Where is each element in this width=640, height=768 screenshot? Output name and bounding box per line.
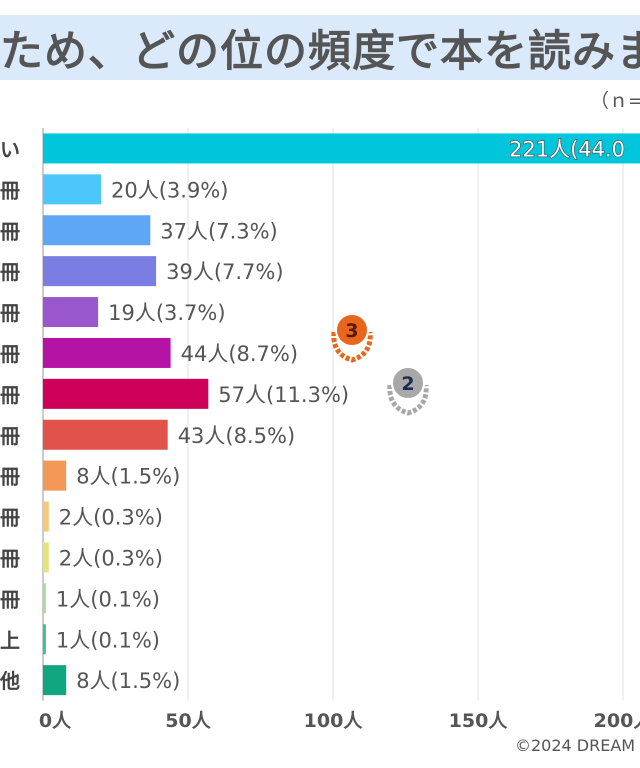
data-label: 8人(1.5%)	[76, 669, 180, 693]
bar	[43, 624, 46, 655]
bar	[43, 215, 151, 246]
data-label: 39人(7.7%)	[166, 260, 283, 284]
category-label: 冊	[0, 219, 20, 243]
data-label: 20人(3.9%)	[111, 178, 228, 202]
bar	[43, 419, 168, 450]
category-label: 冊	[0, 546, 20, 570]
x-tick-label: 50人	[165, 710, 211, 732]
bar	[43, 665, 67, 696]
data-label: 37人(7.3%)	[160, 219, 277, 243]
data-label: 19人(3.7%)	[108, 301, 225, 325]
category-label: 冊	[0, 383, 20, 407]
title-band	[0, 15, 640, 80]
category-label: 冊	[0, 465, 20, 489]
category-label: 冊	[0, 178, 20, 202]
laurel-icon	[387, 384, 429, 416]
bar	[43, 337, 171, 368]
bar	[43, 501, 49, 532]
data-label: 2人(0.3%)	[59, 546, 163, 570]
laurel-icon	[331, 331, 373, 363]
bar	[43, 256, 157, 287]
rank-badge-icon: 2	[387, 366, 429, 416]
bar	[43, 174, 101, 205]
rank-number: 2	[401, 373, 414, 395]
rank-number: 3	[345, 320, 358, 342]
bar	[43, 542, 49, 573]
bar	[43, 460, 67, 491]
data-label: 57人(11.3%)	[218, 383, 349, 407]
rank-badge-icon: 3	[331, 313, 373, 363]
x-tick-label: 200人	[594, 710, 640, 732]
medal-icon	[391, 366, 425, 400]
medal-icon	[335, 313, 369, 347]
x-tick-label: 150人	[449, 710, 509, 732]
bar	[43, 583, 46, 614]
category-label: 冊	[0, 587, 20, 611]
data-label: 43人(8.5%)	[178, 424, 295, 448]
data-label: 1人(0.1%)	[56, 587, 160, 611]
data-label: 2人(0.3%)	[59, 506, 163, 530]
copyright: ©2024 DREAM	[515, 736, 636, 755]
bar	[43, 297, 99, 328]
category-label: 他	[0, 669, 20, 693]
category-label: 冊	[0, 260, 20, 284]
category-label: 上	[0, 628, 20, 652]
category-label: 冊	[0, 342, 20, 366]
x-tick-label: 0人	[39, 710, 72, 732]
chart-title: ため、どの位の頻度で本を読みま	[0, 27, 640, 77]
category-label: 冊	[0, 506, 20, 530]
bar	[43, 133, 640, 164]
data-label: 44人(8.7%)	[181, 342, 298, 366]
category-label: い	[0, 137, 20, 161]
sample-size-label: （ｎ=5	[590, 90, 640, 112]
category-label: 冊	[0, 301, 20, 325]
data-label: 1人(0.1%)	[56, 628, 160, 652]
category-label: 冊	[0, 424, 20, 448]
bar	[43, 378, 209, 409]
data-label: 221人(44.0	[509, 137, 625, 161]
data-label: 8人(1.5%)	[76, 465, 180, 489]
x-tick-label: 100人	[304, 710, 364, 732]
